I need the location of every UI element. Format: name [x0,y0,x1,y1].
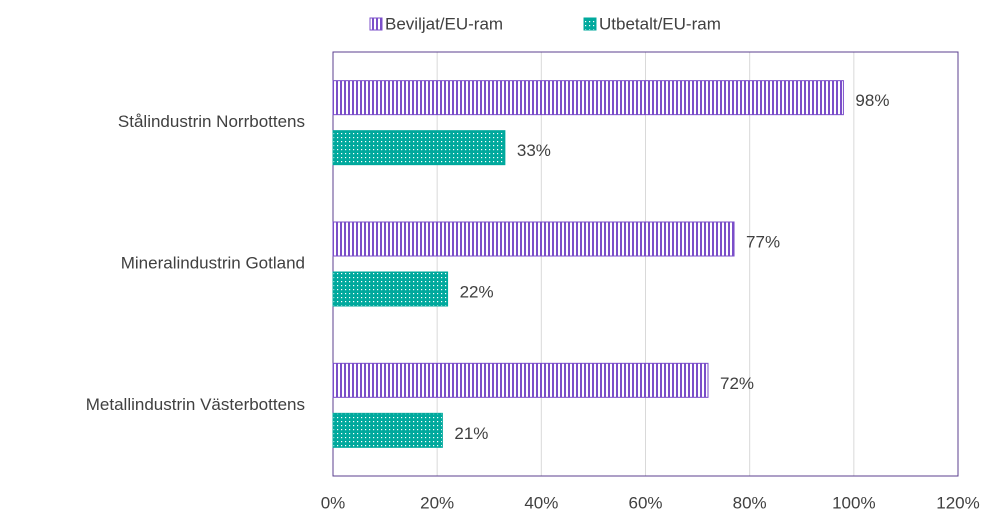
bar [332,130,506,166]
legend-label: Beviljat/EU-ram [385,14,503,33]
bar [332,221,735,257]
data-label: 22% [460,282,494,301]
x-tick-label: 60% [628,493,662,512]
x-tick-label: 0% [321,493,346,512]
x-tick-label: 100% [832,493,875,512]
data-label: 72% [720,374,754,393]
data-label: 98% [855,91,889,110]
legend-swatch [369,17,383,31]
y-tick-label: Stålindustrin Norrbottens [118,112,305,131]
bar [332,80,844,116]
bar [332,362,709,398]
data-label: 21% [454,424,488,443]
plot-frame [332,51,959,477]
x-tick-label: 80% [733,493,767,512]
bar [332,271,449,307]
y-tick-label: Mineralindustrin Gotland [121,253,305,272]
data-label: 77% [746,232,780,251]
data-label: 33% [517,141,551,160]
y-tick-label: Metallindustrin Västerbottens [86,395,305,414]
bar [332,412,443,448]
legend-label: Utbetalt/EU-ram [599,14,721,33]
x-tick-label: 40% [524,493,558,512]
x-tick-label: 120% [936,493,979,512]
x-tick-label: 20% [420,493,454,512]
legend-swatch [583,17,597,31]
